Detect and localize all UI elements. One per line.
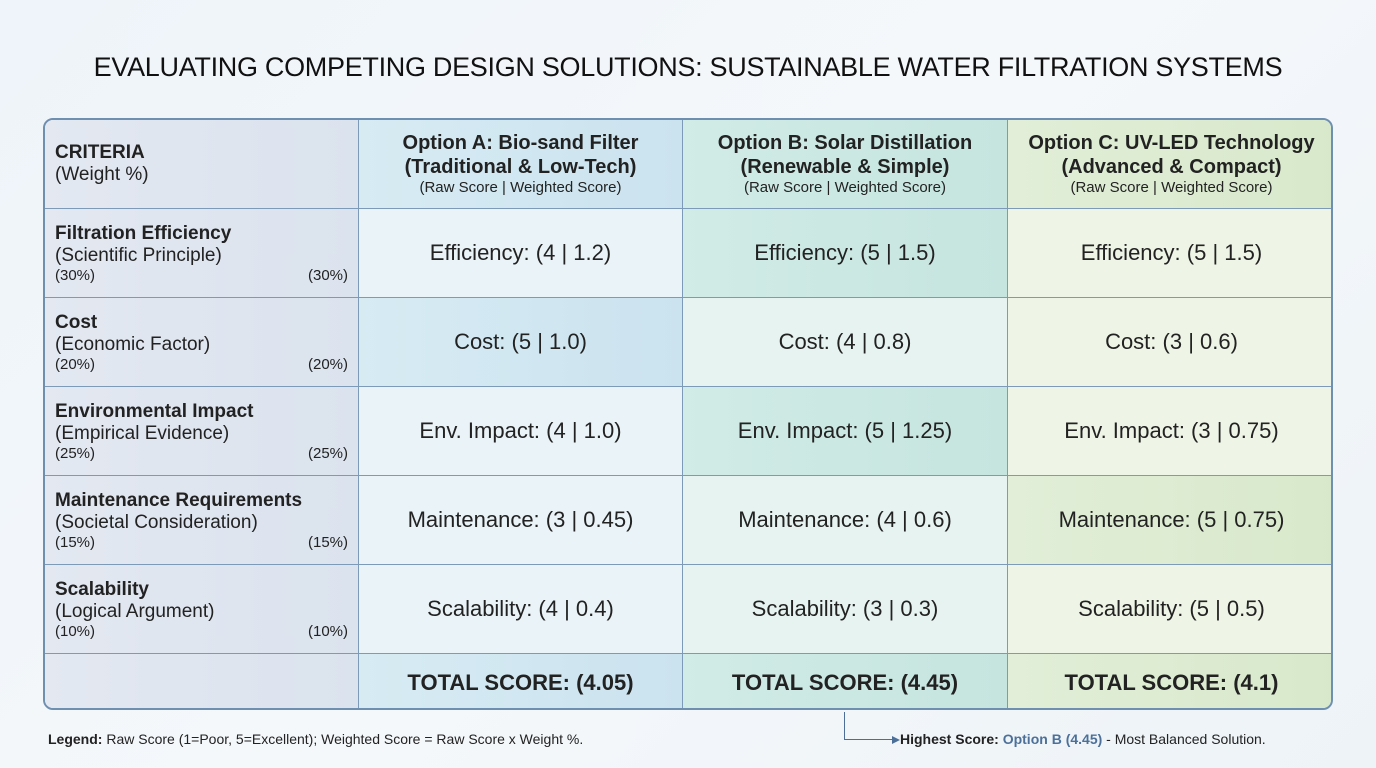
score-cell: Env. Impact: (5 | 1.25) (683, 387, 1008, 476)
option-desc: (Renewable & Simple) (740, 156, 950, 178)
criterion-sub: (Scientific Principle) (55, 244, 222, 266)
page-title: EVALUATING COMPETING DESIGN SOLUTIONS: S… (93, 52, 1283, 82)
weight: (30%) (55, 266, 96, 284)
score-cell: Maintenance: (5 | 0.75) (1008, 476, 1331, 565)
option-desc: (Advanced & Compact) (1061, 156, 1282, 178)
criterion-scalability: Scalability (Logical Argument) (10%) (10%… (45, 565, 359, 654)
weight: (15%) (55, 533, 96, 551)
criterion-environmental-impact: Environmental Impact (Empirical Evidence… (45, 387, 359, 476)
highest-label: Highest Score: (900, 731, 999, 747)
total-score-c: TOTAL SCORE: (4.1) (1008, 654, 1331, 708)
weight: (10%) (307, 622, 348, 640)
option-sub: (Raw Score | Weighted Score) (1070, 179, 1273, 196)
criterion-cost: Cost (Economic Factor) (20%) (20%) (45, 298, 359, 387)
criterion-sub: (Societal Consideration) (55, 511, 258, 533)
criterion-maintenance: Maintenance Requirements (Societal Consi… (45, 476, 359, 565)
weight: (20%) (55, 355, 96, 373)
criterion-name: Cost (55, 311, 98, 333)
score-cell: Maintenance: (3 | 0.45) (359, 476, 683, 565)
score-cell: Scalability: (3 | 0.3) (683, 565, 1008, 654)
score-cell: Efficiency: (5 | 1.5) (683, 209, 1008, 298)
criterion-sub: (Empirical Evidence) (55, 422, 230, 444)
criterion-filtration-efficiency: Filtration Efficiency (Scientific Princi… (45, 209, 359, 298)
totals-label-cell (45, 654, 359, 708)
highest-score-note: Highest Score: Option B (4.45) - Most Ba… (900, 731, 1266, 747)
score-cell: Maintenance: (4 | 0.6) (683, 476, 1008, 565)
score-cell: Cost: (5 | 1.0) (359, 298, 683, 387)
score-cell: Env. Impact: (3 | 0.75) (1008, 387, 1331, 476)
option-name: Option B: Solar Distillation (717, 132, 973, 154)
legend: Legend: Raw Score (1=Poor, 5=Excellent);… (48, 731, 583, 747)
criterion-name: Environmental Impact (55, 400, 254, 422)
criterion-sub: (Logical Argument) (55, 600, 215, 622)
criteria-sub: (Weight %) (55, 164, 149, 185)
criteria-label: CRITERIA (55, 142, 145, 163)
criteria-header: CRITERIA (Weight %) (45, 120, 359, 209)
weight: (20%) (307, 355, 348, 373)
score-cell: Env. Impact: (4 | 1.0) (359, 387, 683, 476)
total-score-b: TOTAL SCORE: (4.45) (683, 654, 1008, 708)
option-name: Option C: UV-LED Technology (1028, 132, 1315, 154)
score-cell: Efficiency: (4 | 1.2) (359, 209, 683, 298)
weight: (25%) (307, 444, 348, 462)
option-b-header: Option B: Solar Distillation (Renewable … (683, 120, 1008, 209)
highest-text: - Most Balanced Solution. (1102, 731, 1266, 747)
score-cell: Scalability: (4 | 0.4) (359, 565, 683, 654)
comparison-table: CRITERIA (Weight %) Option A: Bio-sand F… (43, 118, 1333, 710)
legend-text: Raw Score (1=Poor, 5=Excellent); Weighte… (102, 731, 584, 747)
criterion-sub: (Economic Factor) (55, 333, 211, 355)
option-desc: (Traditional & Low-Tech) (404, 156, 637, 178)
option-name: Option A: Bio-sand Filter (402, 132, 639, 154)
criterion-name: Maintenance Requirements (55, 489, 303, 511)
score-cell: Cost: (3 | 0.6) (1008, 298, 1331, 387)
arrow-icon (844, 712, 900, 744)
score-cell: Cost: (4 | 0.8) (683, 298, 1008, 387)
criterion-name: Filtration Efficiency (55, 222, 232, 244)
score-cell: Efficiency: (5 | 1.5) (1008, 209, 1331, 298)
legend-label: Legend: (48, 731, 103, 747)
weight: (15%) (307, 533, 348, 551)
option-c-header: Option C: UV-LED Technology (Advanced & … (1008, 120, 1331, 209)
weight: (10%) (55, 622, 96, 640)
option-sub: (Raw Score | Weighted Score) (743, 179, 947, 196)
score-cell: Scalability: (5 | 0.5) (1008, 565, 1331, 654)
option-sub: (Raw Score | Weighted Score) (419, 179, 622, 196)
criterion-name: Scalability (55, 578, 149, 600)
option-a-header: Option A: Bio-sand Filter (Traditional &… (359, 120, 683, 209)
total-score-a: TOTAL SCORE: (4.05) (359, 654, 683, 708)
weight: (30%) (307, 266, 348, 284)
weight: (25%) (55, 444, 96, 462)
highest-option: Option B (4.45) (1002, 731, 1103, 747)
